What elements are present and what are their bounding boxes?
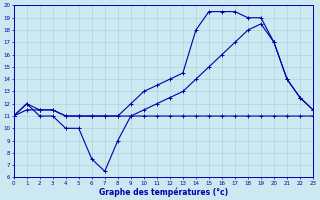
- X-axis label: Graphe des températures (°c): Graphe des températures (°c): [99, 187, 228, 197]
